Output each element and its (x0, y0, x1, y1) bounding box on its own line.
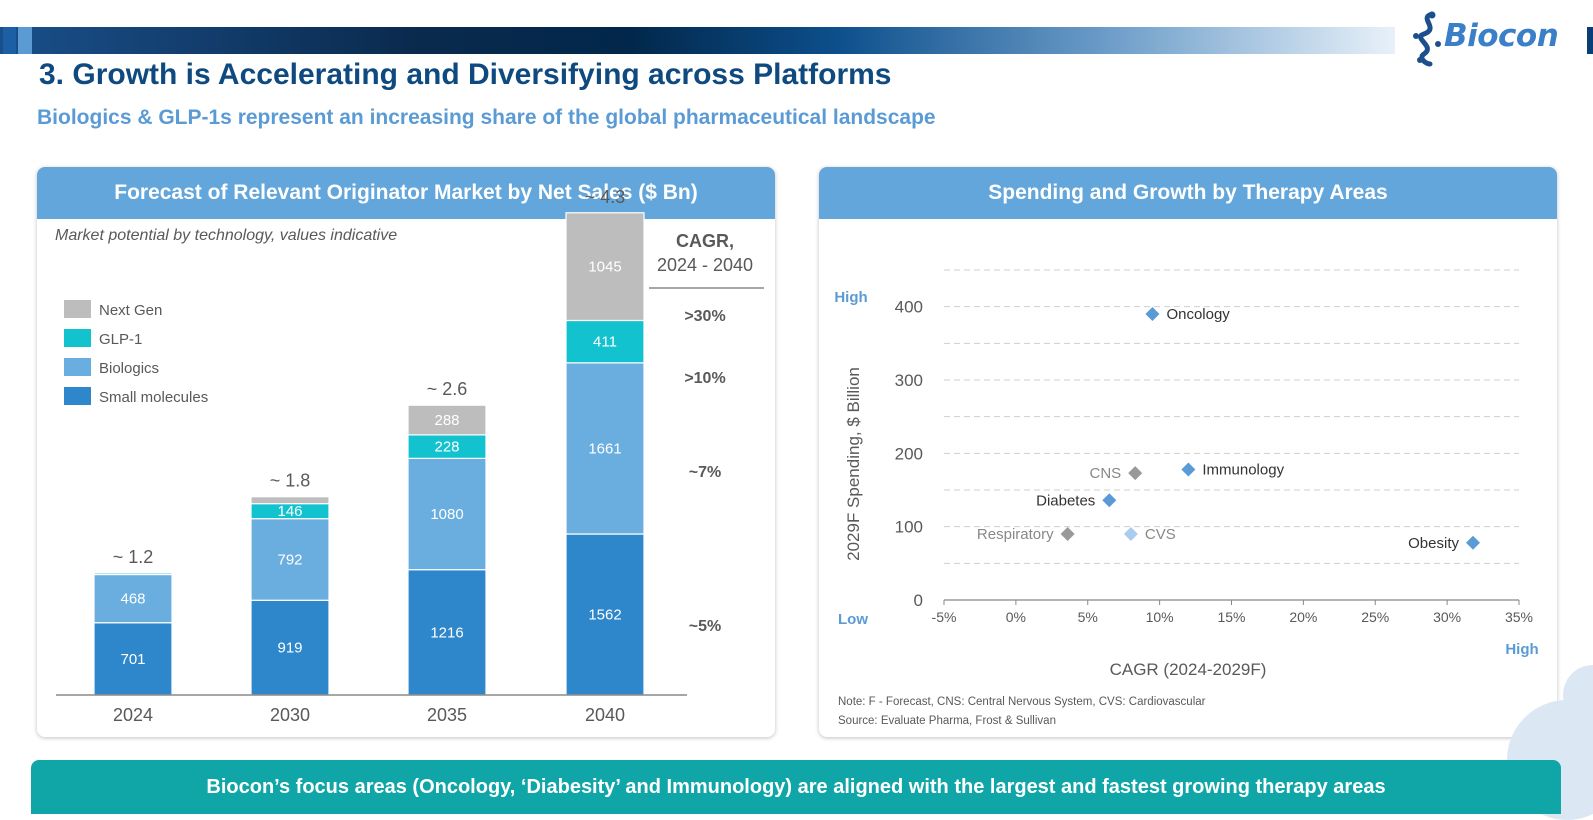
bar-segment (93, 572, 173, 576)
cagr-value: ~5% (689, 618, 721, 635)
y-high-label: High (834, 289, 867, 306)
cagr-value: >30% (684, 308, 725, 325)
legend-label: Small molecules (99, 389, 208, 406)
x-axis-label: CAGR (2024-2029F) (1110, 660, 1267, 679)
y-tick-label: 200 (895, 444, 923, 463)
bar-segment (250, 496, 330, 505)
bar-value-label: 1045 (588, 259, 621, 276)
scatter-point (1466, 535, 1480, 550)
x-tick-label: -5% (932, 609, 957, 625)
header-edge-bar (1587, 27, 1593, 54)
scatter-point (1128, 466, 1143, 481)
bar-value-label: 468 (120, 591, 145, 608)
x-tick-label: 15% (1217, 609, 1245, 625)
bar-value-label: 1562 (588, 607, 621, 624)
page-subtitle: Biologics & GLP-1s represent an increasi… (37, 106, 936, 129)
therapy-areas-panel: Spending and Growth by Therapy Areas -5%… (819, 167, 1557, 737)
bar-segment (93, 622, 173, 696)
header-band (0, 27, 1395, 54)
therapy-areas-chart: -5% 0% 5% 10% 15% 20% 25% 30% 35% 0 100 200 300 400 20… (834, 269, 1539, 727)
x-tick-label: 2024 (113, 705, 153, 725)
bar-segment (565, 319, 645, 364)
bar-total-label: ~ 1.2 (113, 547, 154, 567)
point-label: CVS (1145, 526, 1176, 543)
point-label: CNS (1090, 465, 1122, 482)
x-high-label: High (1505, 641, 1538, 658)
x-tick-label: 2035 (427, 705, 467, 725)
legend-swatch (64, 329, 91, 347)
bar-segment (250, 518, 330, 601)
y-tick-label: 0 (914, 591, 923, 610)
legend-label: Next Gen (99, 302, 162, 319)
y-tick-label: 100 (895, 518, 923, 537)
bar-value-label: 146 (277, 503, 302, 520)
bar-segment (565, 212, 645, 322)
market-forecast-panel: Forecast of Relevant Originator Market b… (37, 167, 775, 737)
bar-value-label: 228 (434, 439, 459, 456)
scatter-point (1102, 493, 1117, 508)
legend-swatch (64, 300, 91, 318)
y-tick-label: 400 (895, 298, 923, 317)
biocon-logo: Biocon (1408, 10, 1559, 68)
cagr-value: >10% (684, 370, 725, 387)
point-label: Immunology (1202, 461, 1284, 478)
bar-value-label: 792 (277, 551, 302, 568)
scatter-point (1145, 307, 1160, 321)
bar-value-label: 1216 (430, 624, 463, 641)
bar-total-label: ~ 2.6 (427, 379, 468, 399)
x-tick-label: 2040 (585, 705, 625, 725)
chart-source: Source: Evaluate Pharma, Frost & Sulliva… (838, 715, 1056, 727)
point-label: Respiratory (977, 526, 1054, 543)
bar-segment (565, 362, 645, 535)
therapy-areas-heading: Spending and Growth by Therapy Areas (819, 167, 1557, 219)
scatter-point (1123, 527, 1138, 541)
cagr-value: ~7% (689, 464, 721, 481)
x-tick-label: 30% (1433, 609, 1461, 625)
bar-segment (93, 573, 173, 624)
bar-segment (407, 404, 487, 436)
bar-value-label: 701 (120, 651, 145, 668)
point-label: Obesity (1408, 535, 1459, 552)
x-tick-label: 35% (1505, 609, 1533, 625)
market-forecast-chart: Market potential by technology, values i… (55, 187, 764, 725)
low-label: Low (838, 611, 868, 628)
bar-total-label: ~ 1.8 (270, 471, 311, 491)
point-label: Diabetes (1036, 492, 1095, 509)
header-band-block (3, 27, 16, 54)
legend-swatch (64, 387, 91, 405)
focus-areas-banner: Biocon’s focus areas (Oncology, ‘Diabesi… (31, 760, 1561, 814)
legend-label: GLP-1 (99, 331, 142, 348)
scatter-point (1060, 527, 1075, 541)
y-axis-label: 2029F Spending, $ Billion (844, 367, 863, 561)
market-forecast-heading: Forecast of Relevant Originator Market b… (37, 167, 775, 219)
x-tick-label: 10% (1146, 609, 1174, 625)
logo-text: Biocon (1444, 18, 1559, 54)
chart-note: Note: F - Forecast, CNS: Central Nervous… (838, 696, 1206, 708)
x-tick-label: 0% (1006, 609, 1026, 625)
x-tick-label: 25% (1361, 609, 1389, 625)
header-band-block (18, 27, 32, 54)
cagr-header: CAGR, (676, 231, 734, 251)
bar-value-label: 1661 (588, 440, 621, 457)
page-title: 3. Growth is Accelerating and Diversifyi… (39, 58, 892, 91)
bar-value-label: 919 (277, 640, 302, 657)
bar-value-label: 288 (434, 412, 459, 429)
legend-swatch (64, 358, 91, 376)
cagr-header-range: 2024 - 2040 (657, 255, 753, 275)
chart-annotation: Market potential by technology, values i… (55, 227, 397, 244)
x-tick-label: 20% (1289, 609, 1317, 625)
bar-segment (407, 457, 487, 571)
bar-value-label: 1080 (430, 506, 463, 523)
legend-label: Biologics (99, 360, 159, 377)
scatter-point (1181, 462, 1196, 477)
y-tick-label: 300 (895, 371, 923, 390)
x-tick-label: 5% (1078, 609, 1098, 625)
x-tick-label: 2030 (270, 705, 310, 725)
biocon-logo-icon (1413, 11, 1441, 67)
bar-value-label: 411 (593, 334, 617, 351)
point-label: Oncology (1166, 306, 1230, 323)
bar-total-label: ~ 4.3 (585, 187, 626, 207)
